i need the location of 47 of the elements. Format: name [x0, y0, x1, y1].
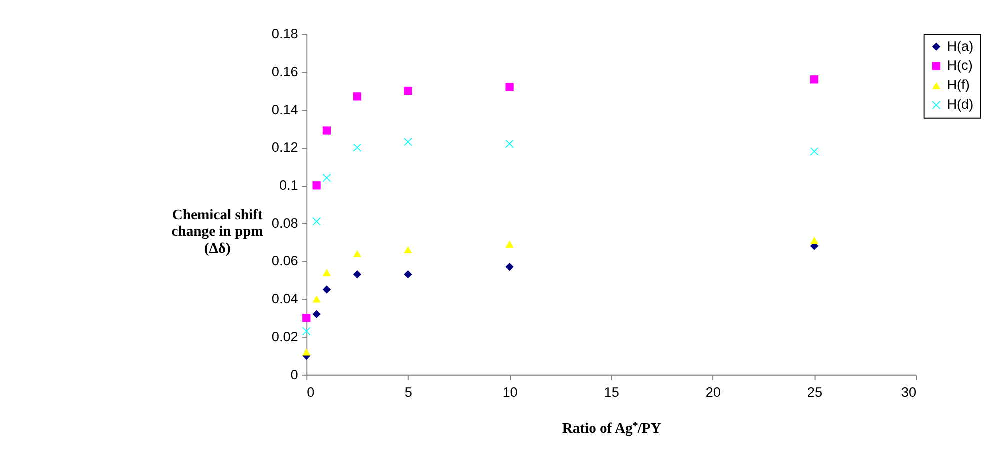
y-tick-label: 0.12	[272, 140, 298, 156]
point	[404, 86, 412, 96]
y-tick-label: 0.18	[272, 26, 298, 42]
y-tick-label: 0.1	[279, 178, 298, 194]
point	[312, 218, 321, 226]
point	[404, 270, 412, 279]
point	[312, 310, 321, 318]
point	[506, 240, 514, 248]
y-axis-title: Chemical shift change in ppm (Δδ)	[172, 208, 264, 257]
point	[353, 92, 362, 101]
x-tick-label: 15	[604, 384, 620, 400]
y-tick-label: 0	[290, 367, 299, 382]
point	[312, 296, 321, 303]
legend-label: H(d)	[947, 97, 974, 112]
x-tick-label: 25	[807, 384, 823, 400]
point	[353, 270, 362, 279]
x-tick-label: 20	[706, 384, 722, 400]
point	[322, 269, 332, 276]
legend-label: H(c)	[947, 58, 973, 74]
point	[810, 76, 819, 84]
x-tick-label: 0	[307, 384, 316, 400]
x-tick-label: 10	[502, 384, 518, 400]
point	[302, 314, 311, 322]
point	[404, 138, 412, 146]
legend-label: H(a)	[947, 38, 974, 54]
legend-label: H(f)	[947, 78, 970, 93]
x-tick-label: 30	[901, 384, 917, 400]
y-tick-label: 0.16	[272, 64, 298, 80]
y-tick-label: 0.06	[272, 254, 298, 269]
y-tick-label: 0.02	[272, 329, 298, 344]
point	[810, 237, 819, 244]
x-tick-label: 5	[404, 384, 412, 400]
point	[312, 182, 321, 190]
point	[404, 246, 412, 254]
point	[506, 262, 514, 272]
point	[302, 348, 311, 356]
point	[322, 126, 332, 135]
point	[506, 83, 514, 92]
point	[322, 174, 332, 182]
point	[322, 286, 332, 294]
y-tick-label: 0.08	[272, 216, 298, 231]
y-tick-label: 0.04	[272, 292, 299, 307]
point	[810, 148, 819, 156]
point	[302, 327, 311, 336]
point	[353, 250, 362, 258]
x-axis-title: Ratio of Ag⁺/PY	[562, 420, 662, 437]
y-tick-label: 0.14	[272, 102, 299, 118]
